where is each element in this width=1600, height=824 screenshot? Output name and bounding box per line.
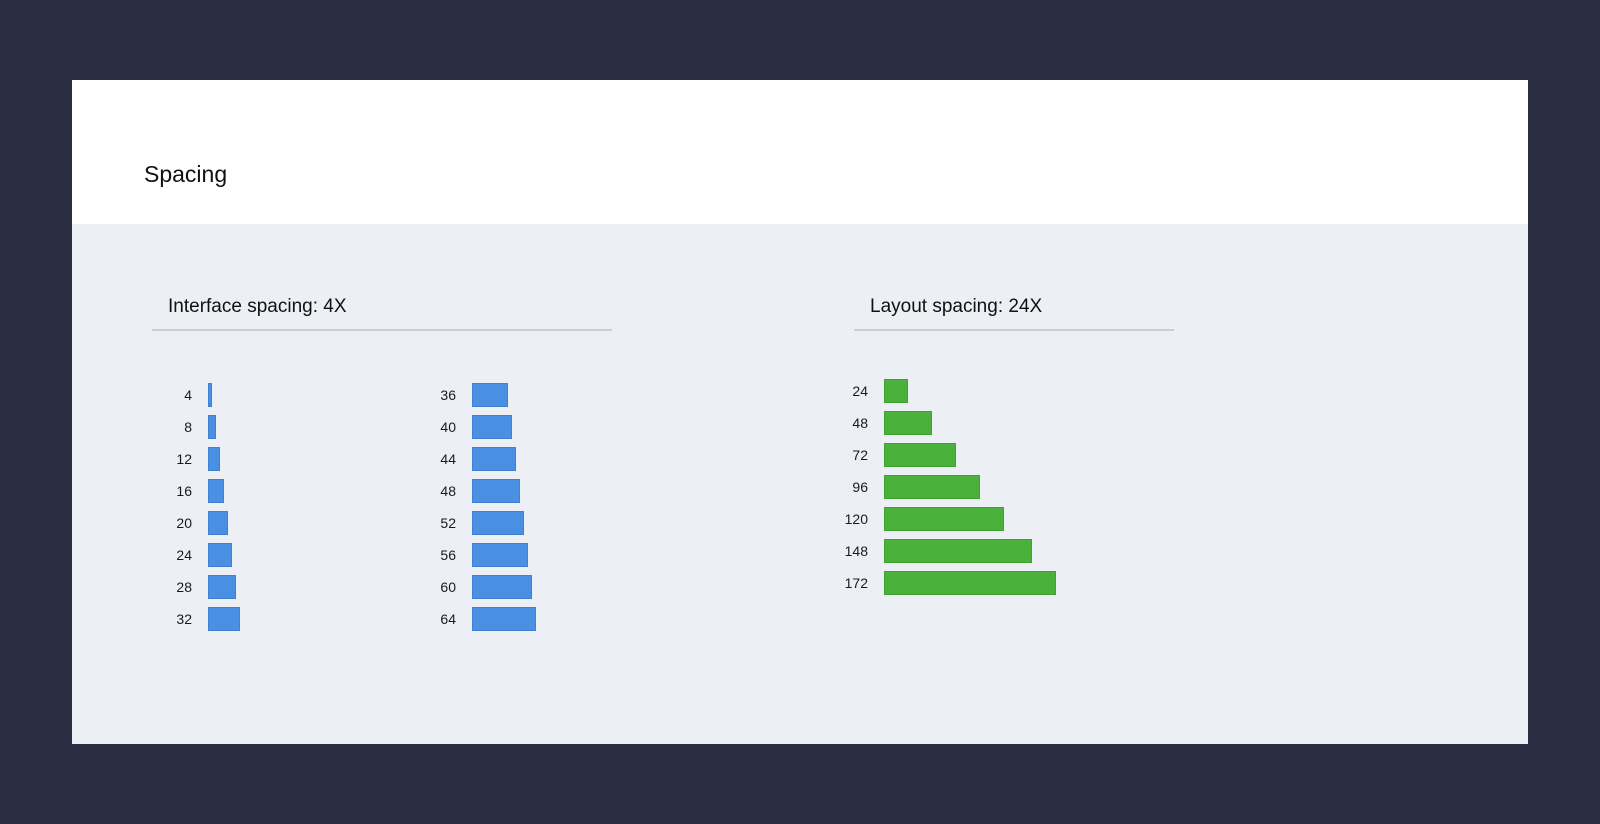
interface-spacing-row-12: 12: [152, 447, 352, 479]
interface-spacing-bar: [472, 543, 528, 567]
layout-spacing-bar: [884, 539, 1032, 563]
layout-spacing-value-label: 172: [844, 575, 868, 591]
layout-spacing-row-24: 24: [814, 379, 1114, 411]
interface-spacing-bar: [472, 415, 512, 439]
interface-spacing-value-label: 56: [440, 547, 456, 563]
interface-spacing-row-36: 36: [416, 383, 616, 415]
interface-spacing-row-40: 40: [416, 415, 616, 447]
interface-scale-column-1: 4 8 12 16 20 24 28 32: [152, 383, 352, 639]
layout-spacing-value-label: 48: [852, 415, 868, 431]
layout-spacing-bar: [884, 507, 1004, 531]
layout-spacing-bar: [884, 475, 980, 499]
interface-spacing-bar: [472, 575, 532, 599]
interface-spacing-bar: [208, 607, 240, 631]
layout-spacing-row-172: 172: [814, 571, 1114, 603]
card-header: Spacing: [72, 80, 1528, 224]
layout-spacing-bar: [884, 443, 956, 467]
interface-spacing-row-24: 24: [152, 543, 352, 575]
interface-spacing-row-8: 8: [152, 415, 352, 447]
interface-spacing-row-20: 20: [152, 511, 352, 543]
interface-spacing-value-label: 28: [176, 579, 192, 595]
interface-spacing-value-label: 48: [440, 483, 456, 499]
layout-scale-column: 24 48 72 96 120 148 172: [814, 379, 1114, 603]
layout-spacing-section: Layout spacing: 24X 24 48 72 96 120 148 172: [845, 296, 1174, 637]
layout-spacing-value-label: 72: [852, 447, 868, 463]
layout-spacing-row-120: 120: [814, 507, 1114, 539]
interface-spacing-bar: [472, 479, 520, 503]
interface-spacing-bar: [208, 383, 212, 407]
interface-spacing-bar: [208, 575, 236, 599]
layout-spacing-value-label: 148: [844, 543, 868, 559]
interface-spacing-row-48: 48: [416, 479, 616, 511]
interface-spacing-row-16: 16: [152, 479, 352, 511]
interface-spacing-row-4: 4: [152, 383, 352, 415]
interface-spacing-value-label: 8: [184, 419, 192, 435]
interface-spacing-row-28: 28: [152, 575, 352, 607]
interface-spacing-title: Interface spacing: 4X: [168, 296, 347, 317]
layout-spacing-row-148: 148: [814, 539, 1114, 571]
interface-spacing-bar: [208, 447, 220, 471]
interface-spacing-value-label: 24: [176, 547, 192, 563]
interface-spacing-value-label: 60: [440, 579, 456, 595]
interface-spacing-bar: [208, 511, 228, 535]
interface-spacing-bar: [472, 447, 516, 471]
interface-spacing-bar: [472, 511, 524, 535]
interface-spacing-value-label: 36: [440, 387, 456, 403]
interface-spacing-value-label: 44: [440, 451, 456, 467]
interface-spacing-bar: [208, 479, 224, 503]
interface-spacing-bar: [208, 543, 232, 567]
spacing-card: Spacing Interface spacing: 4X 4 8 12 16 20 24…: [72, 80, 1528, 744]
interface-spacing-bar: [472, 607, 536, 631]
interface-scale-column-2: 36 40 44 48 52 56 60 64: [416, 383, 616, 639]
layout-spacing-value-label: 24: [852, 383, 868, 399]
interface-spacing-section: Interface spacing: 4X 4 8 12 16 20 24 28 32 36 4…: [152, 297, 612, 637]
layout-spacing-row-48: 48: [814, 411, 1114, 443]
page-title: Spacing: [144, 161, 228, 187]
layout-spacing-bar: [884, 379, 908, 403]
interface-spacing-bar: [472, 383, 508, 407]
interface-spacing-value-label: 16: [176, 483, 192, 499]
interface-spacing-value-label: 12: [176, 451, 192, 467]
interface-spacing-value-label: 52: [440, 515, 456, 531]
interface-spacing-row-32: 32: [152, 607, 352, 639]
layout-spacing-divider: [854, 329, 1174, 331]
interface-spacing-row-60: 60: [416, 575, 616, 607]
layout-spacing-row-96: 96: [814, 475, 1114, 507]
interface-spacing-bar: [208, 415, 216, 439]
interface-spacing-row-52: 52: [416, 511, 616, 543]
layout-spacing-bar: [884, 411, 932, 435]
layout-spacing-value-label: 96: [852, 479, 868, 495]
interface-spacing-value-label: 32: [176, 611, 192, 627]
interface-spacing-row-64: 64: [416, 607, 616, 639]
interface-spacing-divider: [152, 329, 612, 331]
layout-spacing-title: Layout spacing: 24X: [870, 296, 1043, 317]
interface-spacing-value-label: 20: [176, 515, 192, 531]
layout-spacing-row-72: 72: [814, 443, 1114, 475]
interface-spacing-row-44: 44: [416, 447, 616, 479]
layout-spacing-value-label: 120: [844, 511, 868, 527]
interface-spacing-value-label: 4: [184, 387, 192, 403]
layout-spacing-bar: [884, 571, 1056, 595]
interface-spacing-row-56: 56: [416, 543, 616, 575]
interface-spacing-value-label: 64: [440, 611, 456, 627]
interface-spacing-value-label: 40: [440, 419, 456, 435]
